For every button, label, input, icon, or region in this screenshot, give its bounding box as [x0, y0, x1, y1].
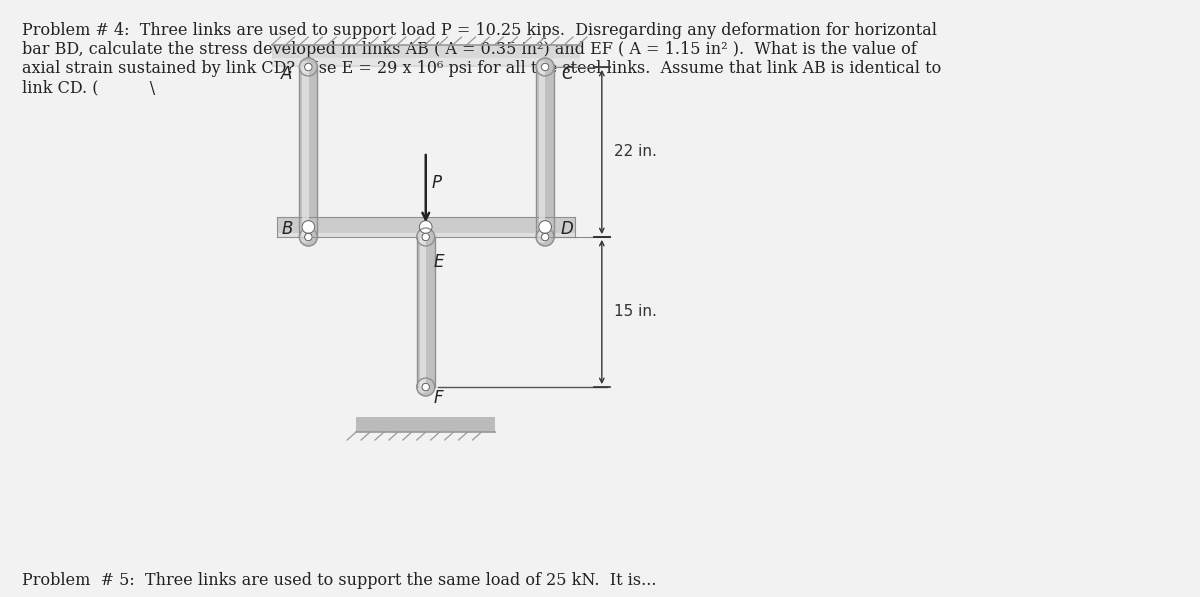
Text: B: B — [281, 220, 293, 238]
Circle shape — [300, 228, 317, 246]
Text: D: D — [562, 220, 574, 238]
Circle shape — [300, 232, 311, 242]
Bar — [276, 233, 575, 237]
Circle shape — [541, 233, 548, 241]
Circle shape — [305, 233, 312, 241]
Circle shape — [416, 378, 434, 396]
Bar — [276, 217, 575, 237]
Text: 22 in.: 22 in. — [613, 144, 656, 159]
Circle shape — [422, 233, 430, 241]
Bar — [420, 237, 426, 387]
Circle shape — [419, 221, 432, 233]
Circle shape — [422, 383, 430, 391]
Text: C: C — [562, 65, 572, 83]
Circle shape — [536, 228, 554, 246]
Circle shape — [302, 221, 314, 233]
Text: bar BD, calculate the stress developed in links AB ( A = 0.35 in²) and EF ( A = : bar BD, calculate the stress developed i… — [22, 41, 917, 58]
Circle shape — [300, 61, 311, 72]
Text: 15 in.: 15 in. — [613, 304, 656, 319]
Circle shape — [538, 61, 548, 72]
Text: link CD. (          \: link CD. ( \ — [22, 79, 155, 96]
Text: Problem  # 5:  Three links are used to support the same load of 25 kN.  It is...: Problem # 5: Three links are used to sup… — [22, 572, 656, 589]
Bar — [356, 417, 496, 432]
Bar — [416, 237, 434, 387]
Bar — [300, 67, 317, 237]
Text: F: F — [433, 389, 443, 407]
Circle shape — [300, 58, 317, 76]
Text: Problem # 4:  Three links are used to support load P = 10.25 kips.  Disregarding: Problem # 4: Three links are used to sup… — [22, 22, 937, 39]
Bar — [536, 67, 554, 237]
Bar — [271, 45, 580, 67]
Bar — [539, 67, 546, 237]
Circle shape — [539, 221, 552, 233]
Circle shape — [418, 381, 428, 392]
Circle shape — [541, 63, 548, 71]
Text: P: P — [432, 174, 442, 192]
Text: A: A — [281, 65, 293, 83]
Circle shape — [538, 232, 548, 242]
Circle shape — [536, 58, 554, 76]
Circle shape — [305, 63, 312, 71]
Text: E: E — [433, 253, 444, 271]
Circle shape — [418, 232, 428, 242]
Text: axial strain sustained by link CD?  Use E = 29 x 10⁶ psi for all the steel links: axial strain sustained by link CD? Use E… — [22, 60, 941, 77]
Bar — [271, 58, 580, 65]
Bar — [302, 67, 308, 237]
Circle shape — [416, 228, 434, 246]
